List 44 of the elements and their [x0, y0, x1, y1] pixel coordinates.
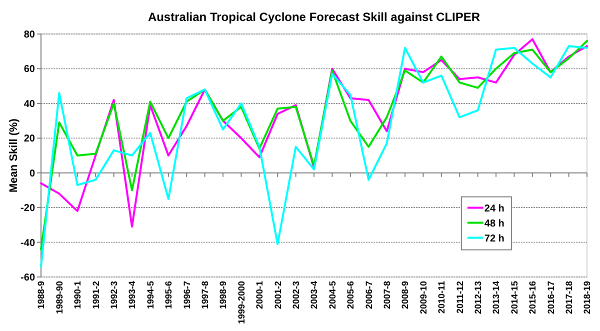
x-tick-label: 2005-6 [346, 281, 356, 310]
x-tick-label: 2014-15 [509, 281, 520, 314]
x-tick-label: 2001-2 [272, 281, 283, 310]
x-tick-label: 2006-7 [364, 281, 374, 310]
x-tick-label: 2000-1 [254, 281, 265, 310]
legend-label: 48 h [484, 218, 504, 230]
x-tick-label: 1993-4 [127, 281, 138, 310]
x-tick-label: 1988-9 [36, 281, 46, 310]
x-tick-label: 2015-16 [528, 281, 538, 314]
legend-label: 72 h [484, 233, 504, 244]
chart-title: Australian Tropical Cyclone Forecast Skill against CLIPER [148, 10, 480, 24]
x-tick-label: 1998-9 [218, 281, 228, 310]
y-tick-label: -60 [20, 272, 36, 284]
x-tick-label: 2010-11 [436, 281, 447, 314]
x-tick-label: 1999-2000 [236, 281, 246, 324]
x-tick-label: 1996-7 [182, 281, 192, 310]
x-tick-label: 2012-13 [472, 281, 483, 314]
x-tick-label: 2013-14 [491, 281, 502, 314]
x-tick-label: 1992-3 [108, 281, 119, 310]
x-tick-label: 2008-9 [400, 281, 410, 310]
y-tick-label: 60 [24, 64, 36, 76]
x-tick-label: 2009-10 [418, 281, 428, 314]
x-tick-label: 1991-2 [90, 281, 101, 310]
y-tick-label: 80 [24, 30, 36, 40]
x-tick-label: 2003-4 [309, 281, 320, 310]
x-tick-label: 1994-5 [145, 281, 156, 310]
y-tick-label: 0 [29, 168, 36, 180]
y-tick-label: 20 [24, 134, 36, 145]
x-tick-label: 2017-18 [564, 281, 574, 314]
y-tick-label: -20 [20, 203, 36, 214]
x-tick-label: 2002-3 [290, 281, 301, 310]
x-tick-label: 2016-17 [546, 281, 556, 314]
y-axis-title: Mean Skill (%) [8, 118, 20, 192]
y-tick-label: -40 [20, 238, 36, 249]
x-tick-label: 1990-1 [72, 281, 83, 310]
y-tick-label: 40 [24, 98, 36, 110]
x-tick-label: 1997-8 [200, 281, 210, 310]
x-tick-label: 2011-12 [454, 281, 465, 314]
legend-label: 24 h [484, 203, 504, 214]
x-tick-label: 2018-19 [582, 281, 592, 314]
x-tick-label: 1989-90 [54, 281, 64, 314]
x-tick-label: 2004-5 [327, 281, 338, 310]
x-tick-label: 1995-6 [164, 281, 174, 310]
x-tick-label: 2007-8 [382, 281, 392, 310]
